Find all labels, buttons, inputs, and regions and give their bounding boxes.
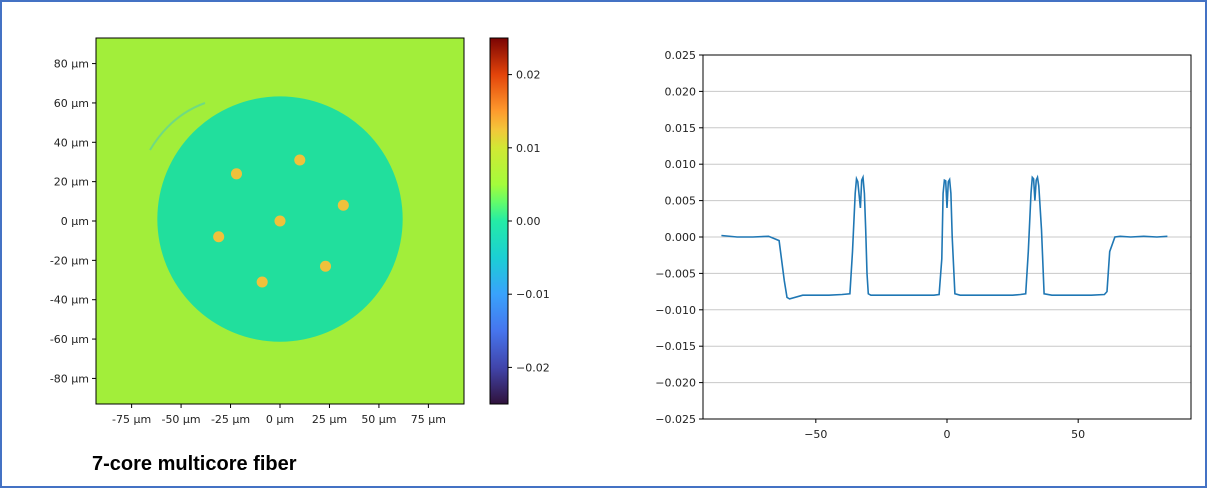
map-y-axis: 80 µm 60 µm 40 µm 20 µm 0 µm -20 µm -40 µm -60 …	[50, 58, 96, 385]
map-y-tick-label: 40 µm	[54, 136, 89, 149]
line-y-tick-label: 0.015	[665, 122, 697, 135]
fiber-core-4	[337, 199, 349, 211]
map-y-tick-label: -80 µm	[50, 372, 89, 385]
map-y-tick-label: -60 µm	[50, 333, 89, 346]
cladding-edge-artifact	[149, 102, 206, 151]
map-y-tick-label: 0 µm	[61, 215, 89, 228]
map-x-tick-label: -50 µm	[161, 413, 200, 426]
line-x-tick-label: −50	[804, 428, 827, 441]
map-y-tick-label: 20 µm	[54, 176, 89, 189]
line-y-tick-label: −0.015	[655, 340, 696, 353]
line-x-axis: −50 0 50	[804, 419, 1085, 441]
map-x-tick-label: 25 µm	[312, 413, 347, 426]
map-x-tick-label: 50 µm	[361, 413, 396, 426]
colorbar-tick-label: −0.01	[516, 288, 550, 301]
colorbar-tick-label: 0.00	[516, 215, 541, 228]
colorbar-tick-label: 0.01	[516, 142, 541, 155]
line-y-tick-label: −0.025	[655, 413, 696, 426]
figure-caption: 7-core multicore fiber	[92, 453, 297, 475]
map-x-tick-label: 0 µm	[266, 413, 294, 426]
fiber-cores	[213, 154, 349, 288]
fiber-core-3	[294, 154, 306, 166]
map-x-tick-label: -75 µm	[112, 413, 151, 426]
line-y-tick-label: 0.020	[665, 85, 697, 98]
line-y-tick-label: 0.025	[665, 49, 697, 62]
fiber-core-6	[256, 276, 268, 288]
fiber-core-2	[230, 168, 243, 180]
fiber-core-7	[319, 260, 332, 272]
line-y-tick-label: 0.005	[665, 195, 697, 208]
map-y-tick-label: -40 µm	[50, 294, 89, 307]
colorbar-tick-label: −0.02	[516, 361, 550, 374]
line-x-tick-label: 0	[944, 428, 951, 441]
line-y-tick-label: −0.020	[655, 377, 696, 390]
line-x-tick-label: 50	[1071, 428, 1085, 441]
map-x-tick-label: -25 µm	[211, 413, 250, 426]
colorbar	[489, 37, 509, 405]
line-y-tick-label: −0.010	[655, 304, 696, 317]
profile-line-chart: 0.025 0.020 0.015 0.010 0.005 0.000 −0.005 −0.0…	[655, 49, 1192, 441]
index-map-chart: -75 µm -50 µm -25 µm 0 µm 25 µm 50 µm 75 µm 80…	[50, 37, 550, 426]
map-y-tick-label: -20 µm	[50, 254, 89, 267]
map-x-axis: -75 µm -50 µm -25 µm 0 µm 25 µm 50 µm 75 µm	[112, 404, 446, 426]
line-y-tick-label: −0.005	[655, 267, 696, 280]
line-y-tick-label: 0.010	[665, 158, 697, 171]
line-y-axis: 0.025 0.020 0.015 0.010 0.005 0.000 −0.005 −0.0…	[655, 49, 703, 426]
fiber-core-5	[213, 231, 225, 243]
colorbar-tick-label: 0.02	[516, 69, 541, 82]
map-y-tick-label: 60 µm	[54, 97, 89, 110]
map-x-tick-label: 75 µm	[411, 413, 446, 426]
line-y-tick-label: 0.000	[665, 231, 697, 244]
profile-series-line	[721, 174, 1168, 300]
colorbar-axis: 0.02 0.01 0.00 −0.01 −0.02	[508, 69, 550, 374]
fiber-core-1	[274, 215, 286, 227]
map-y-tick-label: 80 µm	[54, 58, 89, 71]
